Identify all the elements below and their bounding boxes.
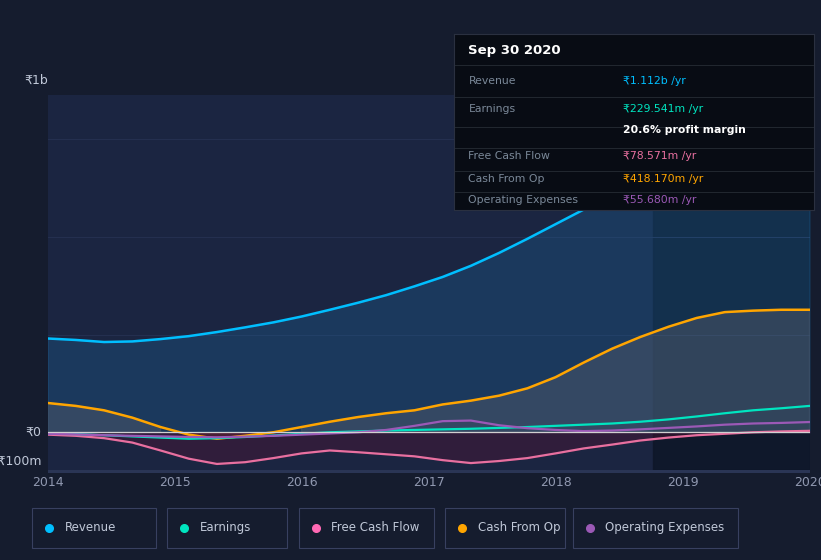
Text: ₹418.170m /yr: ₹418.170m /yr	[623, 174, 704, 184]
Text: Earnings: Earnings	[200, 521, 251, 534]
Text: ₹78.571m /yr: ₹78.571m /yr	[623, 151, 696, 161]
Text: ₹0: ₹0	[25, 426, 42, 439]
Text: Operating Expenses: Operating Expenses	[469, 195, 579, 206]
Text: ₹1b: ₹1b	[25, 74, 48, 87]
Bar	[654, 95, 810, 470]
Text: ₹229.541m /yr: ₹229.541m /yr	[623, 104, 703, 114]
Text: ₹1.112b /yr: ₹1.112b /yr	[623, 76, 686, 86]
Text: ₹55.680m /yr: ₹55.680m /yr	[623, 195, 696, 206]
Text: Sep 30 2020: Sep 30 2020	[469, 44, 561, 57]
Text: Earnings: Earnings	[469, 104, 516, 114]
Text: Cash From Op: Cash From Op	[478, 521, 560, 534]
Text: Free Cash Flow: Free Cash Flow	[469, 151, 550, 161]
Text: Free Cash Flow: Free Cash Flow	[331, 521, 420, 534]
Text: Revenue: Revenue	[65, 521, 116, 534]
Text: Operating Expenses: Operating Expenses	[605, 521, 724, 534]
Text: 20.6% profit margin: 20.6% profit margin	[623, 125, 746, 135]
Text: -₹100m: -₹100m	[0, 455, 42, 468]
Text: Revenue: Revenue	[469, 76, 516, 86]
Text: Cash From Op: Cash From Op	[469, 174, 545, 184]
